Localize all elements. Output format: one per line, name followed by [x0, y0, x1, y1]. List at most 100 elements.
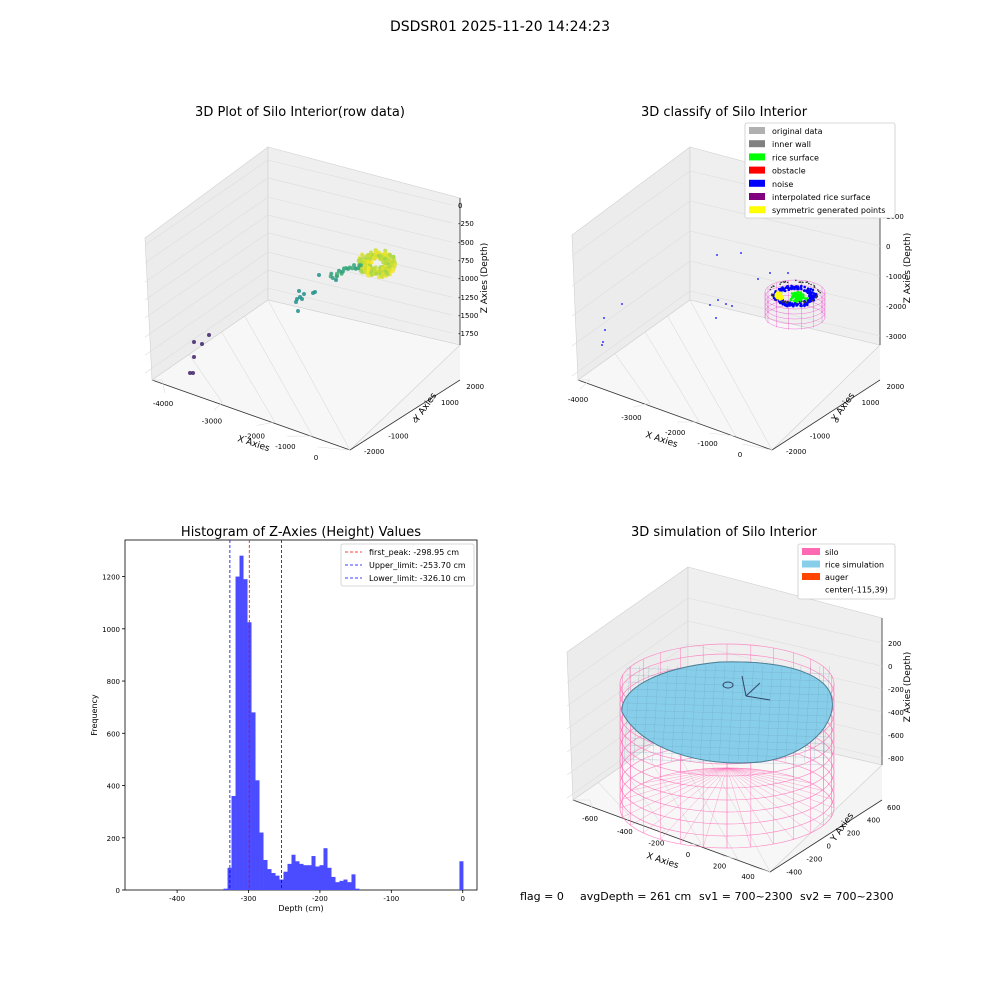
z-tick-label: -1750	[458, 330, 478, 338]
histogram-bar	[240, 556, 244, 890]
rice-surface-point	[802, 293, 804, 295]
noise-point	[795, 286, 798, 289]
rice-surface-point	[799, 297, 801, 299]
data-point	[191, 371, 195, 375]
inner-wall-point	[784, 281, 786, 283]
x-tick-label: -300	[241, 895, 257, 903]
histogram-bar	[459, 861, 463, 890]
classify-legend: original datainner wallrice surfaceobsta…	[745, 123, 895, 218]
data-point	[361, 254, 365, 258]
histogram-bar	[335, 882, 339, 890]
panel-histogram: Histogram of Z-Axies (Height) Values -40…	[90, 525, 477, 913]
data-point	[294, 300, 298, 304]
histogram-bar	[272, 873, 276, 890]
noise-point	[715, 317, 717, 319]
noise-point	[717, 299, 719, 301]
status-avg-depth: avgDepth = 261 cm	[580, 890, 691, 903]
histogram-legend: first_peak: -298.95 cmUpper_limit: -253.…	[341, 544, 474, 586]
y-tick-label: -200	[806, 856, 822, 864]
y-tick-label: -2000	[786, 448, 806, 456]
inner-wall-point	[814, 286, 816, 288]
data-point	[359, 263, 363, 267]
status-sv1: sv1 = 700~2300	[699, 890, 793, 903]
legend-label: silo	[825, 548, 839, 557]
noise-point	[757, 278, 759, 280]
histogram-bar	[264, 860, 268, 890]
histogram-bar	[308, 865, 312, 890]
data-point	[386, 272, 390, 276]
legend-label: original data	[772, 127, 823, 136]
noise-point	[621, 303, 623, 305]
y-tick-label: 200	[107, 835, 120, 843]
inner-wall-point	[771, 293, 773, 295]
x-tick-label: -1000	[697, 440, 717, 448]
x-tick-label: -100	[383, 895, 399, 903]
z-tick-label: -600	[888, 732, 904, 740]
legend-label: center(-115,39)	[825, 586, 888, 595]
noise-point	[809, 295, 812, 298]
legend-swatch	[749, 140, 765, 147]
y-tick-label: 200	[847, 830, 860, 838]
y-tick-label: -1000	[388, 433, 408, 441]
data-point	[392, 255, 396, 259]
grid-line	[257, 422, 275, 425]
y-tick-label: 1200	[102, 574, 120, 582]
x-tick-label: -2000	[665, 429, 685, 437]
legend-swatch	[749, 193, 765, 200]
panel-raw-title: 3D Plot of Silo Interior(row data)	[195, 105, 405, 120]
status-sv2: sv2 = 700~2300	[800, 890, 894, 903]
histogram-bar	[327, 868, 331, 890]
x-tick-label: 0	[460, 895, 464, 903]
histogram-bar	[224, 889, 228, 890]
legend-label: noise	[772, 180, 793, 189]
rice-surface-point	[796, 292, 798, 294]
inner-wall-point	[783, 281, 785, 283]
x-tick-label: 0	[738, 451, 742, 459]
legend-swatch	[802, 561, 820, 568]
data-point	[313, 290, 317, 294]
histogram-bar	[236, 577, 240, 890]
legend-label: symmetric generated points	[772, 206, 885, 215]
legend-label: inner wall	[772, 140, 811, 149]
rice-surface-point	[794, 299, 796, 301]
x-tick-label: -600	[582, 815, 598, 823]
data-point	[297, 289, 301, 293]
inner-wall-point	[816, 294, 818, 296]
noise-point	[725, 303, 727, 305]
y-tick-label: 1000	[441, 399, 459, 407]
histogram-bar	[276, 876, 280, 890]
histogram-bar	[347, 882, 351, 890]
legend-swatch	[802, 573, 820, 580]
simulation-legend: silorice simulationaugercenter(-115,39)	[798, 544, 895, 599]
z-tick-label: -3000	[886, 333, 906, 341]
inner-wall-point	[817, 289, 819, 291]
noise-point	[786, 285, 789, 288]
x-tick-label: -200	[312, 895, 328, 903]
histogram-bar	[252, 712, 256, 890]
histogram-bar	[323, 848, 327, 890]
y-tick-label: 400	[867, 817, 880, 825]
legend-label: rice surface	[772, 153, 819, 162]
inner-wall-point	[813, 285, 815, 287]
y-tick-label: 1000	[862, 399, 880, 407]
inner-wall-point	[779, 283, 781, 285]
histogram-bar	[292, 855, 296, 890]
noise-point	[792, 305, 795, 308]
legend-swatch	[749, 127, 765, 134]
data-point	[335, 272, 339, 276]
symmetric-point	[779, 293, 782, 296]
simulation-x-label: X Axies	[645, 851, 680, 871]
inner-wall-point	[780, 282, 782, 284]
legend-swatch	[749, 167, 765, 174]
inner-wall-point	[776, 299, 778, 301]
histogram-bar	[355, 889, 359, 890]
histogram-bar	[284, 872, 288, 890]
x-tick-label: -4000	[153, 400, 173, 408]
noise-point	[803, 286, 806, 289]
y-tick-label: 0	[116, 887, 120, 895]
data-point	[192, 355, 196, 359]
y-tick-label: 2000	[466, 383, 484, 391]
figure-title: DSDSR01 2025-11-20 14:24:23	[390, 19, 610, 35]
y-tick-label: 0	[827, 843, 831, 851]
